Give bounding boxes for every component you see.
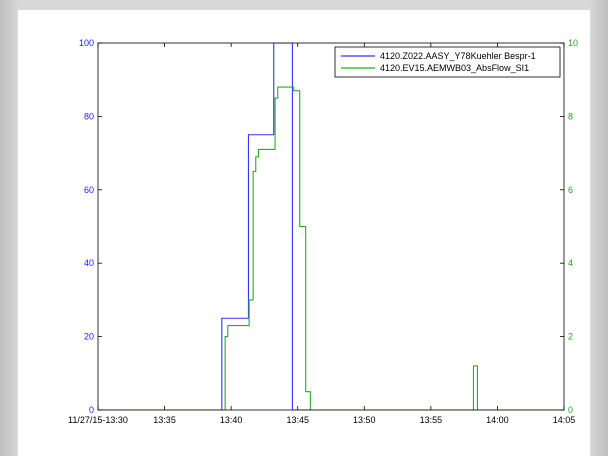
x-tick-label: 13:40 [220,415,243,425]
y-left-tick-label: 100 [79,38,94,48]
y-right-tick-label: 0 [568,405,573,415]
plot-area-border [97,42,565,411]
x-tick-label: 13:35 [153,415,176,425]
x-tick-label: 13:55 [420,415,443,425]
legend-box [334,46,561,78]
series-line-1 [98,43,564,410]
x-tick-label: 14:00 [486,415,509,425]
dual-axis-line-chart: 0 20 40 60 80 100 0 2 4 6 8 10 11/27/15-13:30 13:35 13… [68,38,578,425]
y-right-tick-label: 4 [568,258,573,268]
y-left-tick-label: 0 [89,405,94,415]
y-right-tick-label: 2 [568,332,573,342]
legend-label-2: 4120.EV15.AEMWB03_AbsFlow_SI1 [380,63,529,73]
x-tick-label: 13:45 [286,415,309,425]
legend-label-1: 4120.Z022.AASY_Y78Kuehler Bespr-1 [380,51,536,61]
y-right-tick-label: 6 [568,185,573,195]
y-left-tick-label: 80 [84,111,94,121]
y-right-tick-label: 10 [568,38,578,48]
y-left-tick-label: 20 [84,332,94,342]
x-tick-label: 11/27/15-13:30 [68,415,128,425]
series-line-2 [98,86,564,410]
y-right-tick-label: 8 [568,111,573,121]
y-left-tick-label: 60 [84,185,94,195]
x-tick-label: 14:05 [553,415,576,425]
y-left-tick-label: 40 [84,258,94,268]
x-tick-label: 13:50 [353,415,376,425]
figure-canvas: 0 20 40 60 80 100 0 2 4 6 8 10 11/27/15-13:30 13:35 13… [18,10,590,456]
